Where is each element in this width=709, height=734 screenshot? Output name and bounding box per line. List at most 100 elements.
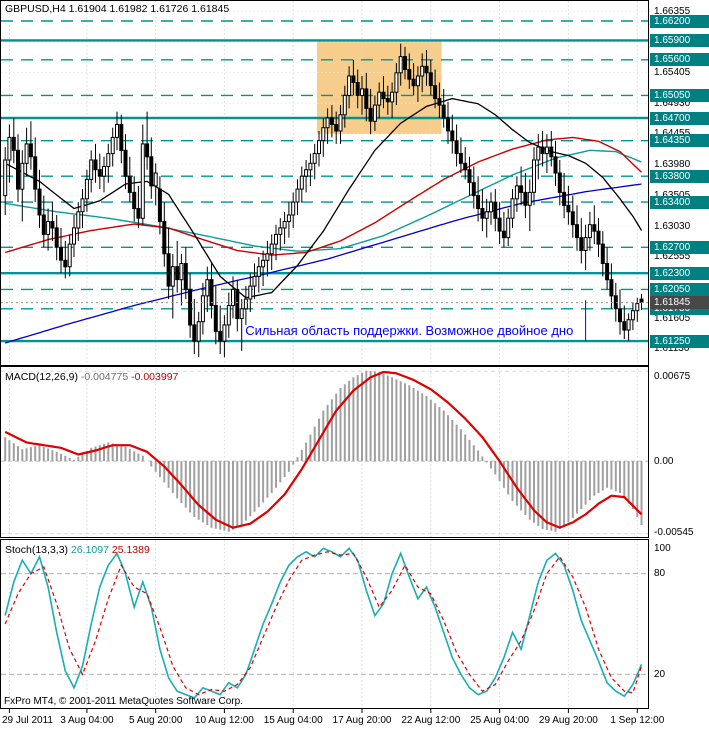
price-scale-label: 1.61130 xyxy=(654,343,690,355)
stoch-value-signal: 25.1389 xyxy=(111,544,150,556)
candle-body xyxy=(415,75,420,87)
candle-body xyxy=(11,136,16,151)
candle-body xyxy=(566,204,571,213)
candle-body xyxy=(321,127,326,142)
candle-body xyxy=(364,88,369,109)
candle-body xyxy=(179,263,184,281)
candle-body xyxy=(536,146,541,161)
candle-body xyxy=(7,136,12,161)
level-price-label: 1.63400 xyxy=(650,195,709,209)
candle-body xyxy=(626,319,631,331)
date-label: 29 Jul 2011 xyxy=(2,715,53,726)
candle-body xyxy=(501,230,506,239)
price-scale-label: 1.66355 xyxy=(654,5,691,17)
candle-body xyxy=(80,198,85,213)
candle-body xyxy=(89,159,94,180)
candle-body xyxy=(127,175,132,193)
candle-body xyxy=(209,279,214,307)
candle-body xyxy=(37,188,42,216)
candle-body xyxy=(192,324,197,342)
price-scale-axis[interactable]: 1.663551.658801.654051.649301.644551.639… xyxy=(650,0,709,734)
candle-body xyxy=(532,159,536,193)
candle-body xyxy=(119,124,124,151)
candle-body xyxy=(115,124,119,138)
stoch-scale-label: 100 xyxy=(654,543,671,554)
candle-body xyxy=(553,156,558,174)
candle-body xyxy=(149,156,154,187)
candle-body xyxy=(514,185,519,200)
candle-body xyxy=(484,211,489,219)
price-scale-label: 1.63980 xyxy=(654,159,691,171)
candle-body xyxy=(196,321,201,342)
current-price-label: 1.61845 xyxy=(650,296,709,310)
candle-body xyxy=(372,104,377,122)
candle-body xyxy=(471,182,476,197)
date-label: 1 Sep 12:00 xyxy=(610,715,665,726)
level-price-label: 1.65900 xyxy=(650,33,709,47)
candle-body xyxy=(347,75,352,96)
candle-body xyxy=(437,98,442,106)
candle-body xyxy=(248,285,253,300)
candle-body xyxy=(424,65,429,74)
candle-body xyxy=(325,117,330,129)
chart-title: GBPUSD,H4 1.61904 1.61982 1.61726 1.6184… xyxy=(5,3,230,15)
date-label: 22 Aug 12:00 xyxy=(401,715,461,726)
candle-body xyxy=(592,224,597,232)
candle-body xyxy=(385,98,390,103)
price-scale-label: 1.64455 xyxy=(650,127,709,140)
stoch-main-line xyxy=(4,547,643,699)
candle-body xyxy=(557,172,562,193)
candle-body xyxy=(213,305,218,332)
stoch-panel-bg[interactable] xyxy=(0,539,649,709)
time-axis[interactable]: 29 Jul 2011 3 Aug 04:00 5 Aug 20:00 10 Aug … xyxy=(0,713,664,734)
candle-body xyxy=(351,75,356,83)
candle-body xyxy=(433,85,438,100)
candle-body xyxy=(205,279,210,297)
level-price-label: 1.62050 xyxy=(650,282,709,296)
candle-body xyxy=(446,117,450,132)
candle-body xyxy=(231,288,235,307)
ma-slow-blue-line xyxy=(5,183,642,344)
candle-body xyxy=(132,191,137,210)
level-price-label: 1.64350 xyxy=(650,134,709,148)
candle-body xyxy=(398,56,403,74)
candle-body xyxy=(222,324,227,342)
stoch-scale-label: 20 xyxy=(654,668,666,680)
candle-body xyxy=(72,227,76,245)
candle-body xyxy=(269,243,274,255)
candle-body xyxy=(170,266,175,287)
candle-body xyxy=(605,263,610,281)
candle-body xyxy=(609,279,614,297)
date-label: 3 Aug 04:00 xyxy=(60,715,114,726)
level-price-label: 1.62300 xyxy=(650,266,709,280)
candle-body xyxy=(157,188,162,222)
candle-body xyxy=(110,136,115,155)
candle-body xyxy=(145,143,150,158)
candle-body xyxy=(3,159,8,197)
candle-body xyxy=(355,82,360,96)
price-scale-label: 1.63505 xyxy=(650,189,709,202)
level-price-label: 1.64700 xyxy=(650,111,709,125)
candle-body xyxy=(570,211,575,226)
candle-body xyxy=(16,149,20,190)
candle-body xyxy=(583,237,588,252)
candle-body xyxy=(476,195,481,210)
support-annotation-text: Сильная область поддержки. Возможное дво… xyxy=(245,323,574,339)
candle-body xyxy=(428,72,433,87)
date-label: 17 Aug 20:00 xyxy=(332,715,392,726)
candle-body xyxy=(123,149,128,177)
candle-body xyxy=(334,124,339,132)
candle-body xyxy=(523,191,528,206)
candle-body xyxy=(24,143,29,164)
candle-body xyxy=(282,221,287,229)
candle-body xyxy=(46,221,51,235)
level-price-label: 1.65050 xyxy=(650,88,709,102)
stoch-name: Stoch(13,3,3) xyxy=(5,544,69,556)
date-label: 10 Aug 12:00 xyxy=(194,715,254,726)
candle-body xyxy=(549,146,554,158)
candle-body xyxy=(200,295,205,323)
candle-body xyxy=(102,166,106,177)
candle-body xyxy=(153,172,158,187)
